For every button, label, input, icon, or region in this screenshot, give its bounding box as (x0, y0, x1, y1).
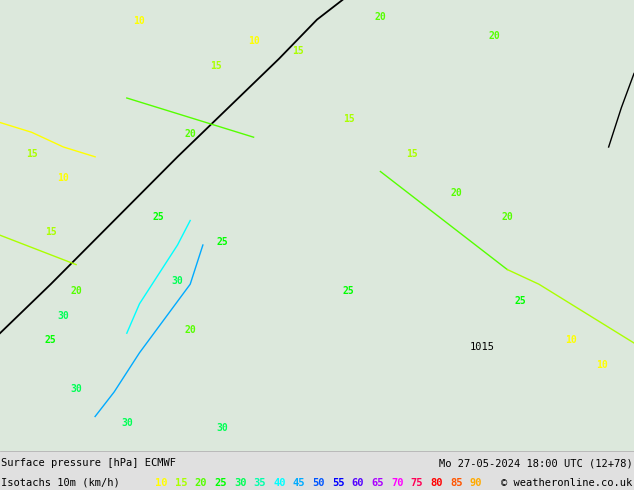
Text: 20: 20 (489, 31, 500, 41)
Text: 30: 30 (172, 276, 183, 286)
Text: 75: 75 (411, 478, 424, 488)
FancyBboxPatch shape (0, 451, 634, 490)
Text: 25: 25 (45, 335, 56, 345)
Text: 65: 65 (372, 478, 384, 488)
Text: 45: 45 (293, 478, 306, 488)
Text: 30: 30 (121, 418, 133, 428)
Text: 25: 25 (153, 213, 164, 222)
Text: 50: 50 (313, 478, 325, 488)
Text: 15: 15 (292, 46, 304, 56)
Text: 25: 25 (514, 296, 526, 306)
Text: 20: 20 (375, 12, 386, 22)
Text: 15: 15 (175, 478, 188, 488)
Text: 30: 30 (216, 423, 228, 433)
Text: Surface pressure [hPa] ECMWF: Surface pressure [hPa] ECMWF (1, 458, 176, 468)
Text: 10: 10 (155, 478, 168, 488)
FancyBboxPatch shape (0, 0, 634, 451)
Text: 30: 30 (70, 384, 82, 394)
Text: 60: 60 (352, 478, 365, 488)
Text: 20: 20 (70, 286, 82, 296)
Text: 30: 30 (58, 311, 69, 320)
Text: 70: 70 (391, 478, 404, 488)
Text: 40: 40 (273, 478, 286, 488)
Text: 15: 15 (26, 149, 37, 159)
Text: 55: 55 (332, 478, 345, 488)
Text: 15: 15 (210, 61, 221, 71)
Text: 10: 10 (565, 335, 576, 345)
Text: 15: 15 (343, 115, 354, 124)
Text: 85: 85 (450, 478, 463, 488)
Text: Isotachs 10m (km/h): Isotachs 10m (km/h) (1, 478, 120, 488)
Text: 25: 25 (343, 286, 354, 296)
Text: 10: 10 (597, 360, 608, 369)
Text: 15: 15 (45, 227, 56, 237)
Text: 1015: 1015 (469, 343, 495, 352)
Text: 30: 30 (234, 478, 247, 488)
Text: 10: 10 (134, 17, 145, 26)
Text: 10: 10 (248, 36, 259, 46)
Text: © weatheronline.co.uk: © weatheronline.co.uk (501, 478, 633, 488)
Text: 20: 20 (451, 188, 462, 198)
Text: 20: 20 (184, 325, 196, 335)
Text: 35: 35 (254, 478, 266, 488)
Text: 20: 20 (184, 129, 196, 139)
Text: 90: 90 (470, 478, 482, 488)
Text: 25: 25 (216, 237, 228, 247)
Text: 20: 20 (195, 478, 207, 488)
Text: 15: 15 (406, 149, 418, 159)
Text: 20: 20 (501, 213, 513, 222)
Text: 10: 10 (58, 173, 69, 183)
Text: 80: 80 (430, 478, 443, 488)
Text: 25: 25 (214, 478, 227, 488)
Text: Mo 27-05-2024 18:00 UTC (12+78): Mo 27-05-2024 18:00 UTC (12+78) (439, 458, 633, 468)
